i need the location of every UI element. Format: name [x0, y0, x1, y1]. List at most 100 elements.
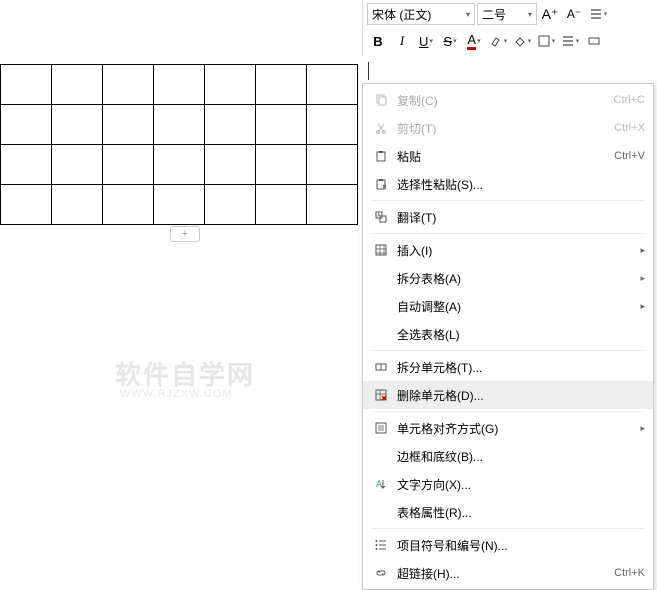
link-icon: [374, 566, 388, 580]
context-menu: 复制(C) Ctrl+C 剪切(T) Ctrl+X 粘贴 Ctrl+V 选择性粘…: [362, 83, 654, 590]
menu-label: 边框和底纹(B)...: [393, 448, 645, 465]
table-row[interactable]: [1, 105, 358, 145]
align-button[interactable]: ▾: [559, 30, 581, 52]
document-table[interactable]: [0, 64, 358, 225]
font-size-select[interactable]: 二号 ▾: [477, 3, 537, 25]
menu-label: 复制(C): [393, 92, 614, 109]
translate-icon: A: [374, 210, 388, 224]
shrink-font-button[interactable]: A⁻: [563, 3, 585, 25]
bold-button[interactable]: B: [367, 30, 389, 52]
document-table-area: [0, 64, 365, 225]
svg-text:A: A: [376, 479, 382, 489]
font-name-select[interactable]: 宋体 (正文) ▾: [367, 3, 475, 25]
menu-borders-shading[interactable]: 边框和底纹(B)...: [363, 442, 653, 470]
align-icon: [561, 34, 575, 48]
paint-bucket-icon: [513, 34, 527, 48]
menu-label: 单元格对齐方式(G): [393, 420, 635, 437]
menu-select-table[interactable]: 全选表格(L): [363, 320, 653, 348]
menu-label: 剪切(T): [393, 120, 614, 137]
chevron-right-icon: ▸: [635, 301, 645, 312]
table-row[interactable]: [1, 145, 358, 185]
menu-cut: 剪切(T) Ctrl+X: [363, 114, 653, 142]
menu-split-cells[interactable]: 拆分单元格(T)...: [363, 353, 653, 381]
paste-icon: [374, 149, 388, 163]
menu-paste[interactable]: 粘贴 Ctrl+V: [363, 142, 653, 170]
menu-separator: [371, 350, 645, 351]
highlight-button[interactable]: ▾: [487, 30, 509, 52]
menu-label: 粘贴: [393, 148, 614, 165]
menu-shortcut: Ctrl+V: [614, 150, 645, 162]
menu-hyperlink[interactable]: 超链接(H)... Ctrl+K: [363, 559, 653, 587]
menu-label: 删除单元格(D)...: [393, 387, 645, 404]
menu-separator: [371, 411, 645, 412]
menu-separator: [371, 233, 645, 234]
menu-cell-align[interactable]: 单元格对齐方式(G) ▸: [363, 414, 653, 442]
table-row[interactable]: [1, 185, 358, 225]
grow-font-button[interactable]: A⁺: [539, 3, 561, 25]
menu-label: 翻译(T): [393, 209, 645, 226]
chevron-right-icon: ▸: [635, 245, 645, 256]
borders-button[interactable]: ▾: [535, 30, 557, 52]
menu-label: 全选表格(L): [393, 326, 645, 343]
chevron-down-icon: ▾: [466, 10, 470, 19]
borders-icon: [537, 34, 551, 48]
menu-label: 插入(I): [393, 242, 635, 259]
line-spacing-icon: [589, 7, 603, 21]
toolbar-row-1: 宋体 (正文) ▾ 二号 ▾ A⁺ A⁻ ▾: [363, 0, 657, 28]
watermark-text: 软件自学网: [115, 355, 255, 392]
italic-button[interactable]: I: [391, 30, 413, 52]
watermark-url: WWW.RJZXW.COM: [120, 388, 233, 400]
menu-table-props[interactable]: 表格属性(R)...: [363, 498, 653, 526]
menu-separator: [371, 200, 645, 201]
font-color-button[interactable]: A▾: [463, 30, 485, 52]
table-row[interactable]: [1, 65, 358, 105]
menu-separator: [371, 528, 645, 529]
chevron-down-icon: ▾: [528, 37, 532, 45]
paste-special-icon: [374, 177, 388, 191]
chevron-right-icon: ▸: [635, 273, 645, 284]
menu-shortcut: Ctrl+X: [614, 122, 645, 134]
split-cells-icon: [374, 360, 388, 374]
add-row-button[interactable]: +: [170, 226, 200, 242]
menu-paste-special[interactable]: 选择性粘贴(S)...: [363, 170, 653, 198]
menu-translate[interactable]: A 翻译(T): [363, 203, 653, 231]
chevron-down-icon: ▾: [477, 37, 481, 45]
shading-button[interactable]: ▾: [511, 30, 533, 52]
menu-label: 文字方向(X)...: [393, 476, 645, 493]
toolbar-row-2: B I U▾ S▾ A▾ ▾ ▾ ▾ ▾: [363, 28, 657, 54]
menu-bullets-numbering[interactable]: 项目符号和编号(N)...: [363, 531, 653, 559]
text-cursor: [368, 62, 369, 80]
menu-insert[interactable]: 插入(I) ▸: [363, 236, 653, 264]
chevron-down-icon: ▾: [429, 37, 433, 45]
chevron-down-icon: ▾: [504, 37, 508, 45]
menu-label: 拆分单元格(T)...: [393, 359, 645, 376]
chevron-down-icon: ▾: [453, 37, 457, 45]
merge-button[interactable]: [583, 30, 605, 52]
menu-copy: 复制(C) Ctrl+C: [363, 86, 653, 114]
menu-split-table[interactable]: 拆分表格(A) ▸: [363, 264, 653, 292]
copy-icon: [374, 93, 388, 107]
chevron-right-icon: ▸: [635, 423, 645, 434]
chevron-down-icon: ▾: [576, 37, 580, 45]
merge-icon: [587, 34, 601, 48]
formatting-toolbar: 宋体 (正文) ▾ 二号 ▾ A⁺ A⁻ ▾ B I U▾ S▾ A▾ ▾ ▾ …: [362, 0, 657, 56]
line-spacing-button[interactable]: ▾: [587, 3, 609, 25]
underline-button[interactable]: U▾: [415, 30, 437, 52]
cell-align-icon: [374, 421, 388, 435]
menu-autofit[interactable]: 自动调整(A) ▸: [363, 292, 653, 320]
table-icon: [374, 243, 388, 257]
menu-text-direction[interactable]: A 文字方向(X)...: [363, 470, 653, 498]
menu-label: 表格属性(R)...: [393, 504, 645, 521]
text-direction-icon: A: [374, 477, 388, 491]
menu-label: 选择性粘贴(S)...: [393, 176, 645, 193]
list-icon: [374, 538, 388, 552]
menu-shortcut: Ctrl+K: [614, 567, 645, 579]
chevron-down-icon: ▾: [552, 37, 556, 45]
menu-label: 超链接(H)...: [393, 565, 614, 582]
menu-delete-cells[interactable]: 删除单元格(D)...: [363, 381, 653, 409]
chevron-down-icon: ▾: [604, 10, 608, 18]
strikethrough-button[interactable]: S▾: [439, 30, 461, 52]
scissors-icon: [374, 121, 388, 135]
menu-label: 拆分表格(A): [393, 270, 635, 287]
menu-shortcut: Ctrl+C: [614, 94, 645, 106]
